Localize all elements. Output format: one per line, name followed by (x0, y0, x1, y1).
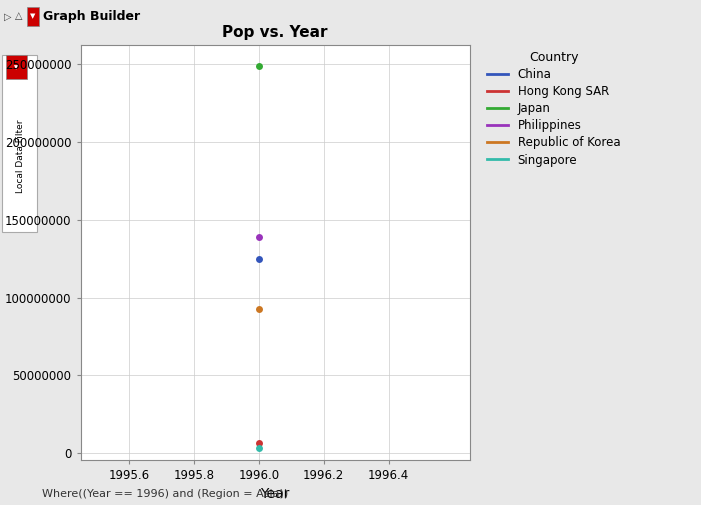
Point (253, 255, 264, 263)
Point (253, 62, 264, 70)
Text: Graph Builder: Graph Builder (43, 10, 141, 23)
Legend: China, Hong Kong SAR, Japan, Philippines, Republic of Korea, Singapore: China, Hong Kong SAR, Japan, Philippines… (484, 47, 624, 170)
Point (253, 233, 264, 241)
FancyBboxPatch shape (6, 55, 27, 79)
FancyBboxPatch shape (27, 7, 39, 26)
Text: ▼: ▼ (30, 14, 36, 19)
Text: Local Data Filter: Local Data Filter (15, 120, 25, 193)
Text: ▷: ▷ (4, 12, 11, 21)
Text: ▼: ▼ (14, 65, 18, 70)
FancyBboxPatch shape (2, 55, 36, 232)
Text: △: △ (15, 12, 23, 21)
X-axis label: Year: Year (261, 487, 290, 501)
Point (253, 439, 264, 447)
Text: Where((Year == 1996) and (Region = Asia)): Where((Year == 1996) and (Region = Asia)… (42, 489, 288, 499)
Point (253, 305, 264, 313)
Point (253, 444, 264, 452)
Title: Pop vs. Year: Pop vs. Year (222, 25, 328, 40)
